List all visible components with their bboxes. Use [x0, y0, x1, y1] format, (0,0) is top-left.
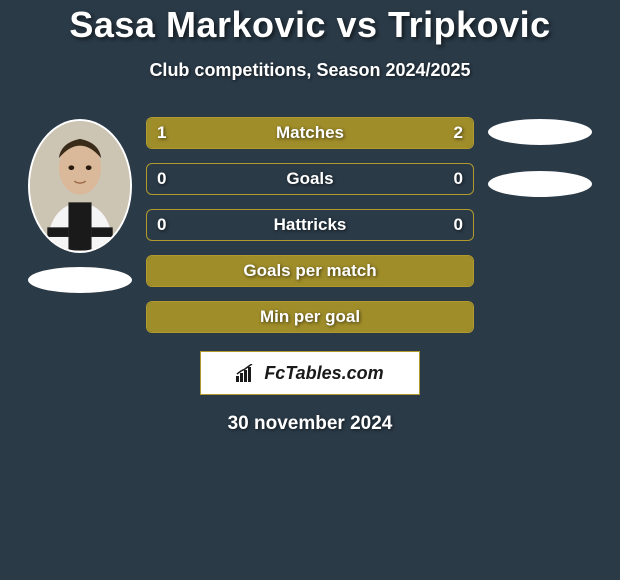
stat-label: Hattricks — [147, 210, 473, 240]
main-row: 12Matches00Goals00HattricksGoals per mat… — [0, 117, 620, 333]
bar-fill — [147, 256, 473, 286]
stat-label: Goals — [147, 164, 473, 194]
brand-text: FcTables.com — [264, 363, 383, 384]
stat-bar: 12Matches — [146, 117, 474, 149]
stat-value-right: 0 — [454, 210, 463, 240]
stat-value-left: 0 — [157, 210, 166, 240]
brand-badge[interactable]: FcTables.com — [200, 351, 420, 395]
player-right-name-oval — [488, 171, 592, 197]
date-label: 30 november 2024 — [0, 413, 620, 435]
stat-value-left: 1 — [157, 118, 166, 148]
bar-fill-right — [255, 118, 473, 148]
player-right-avatar-oval — [488, 119, 592, 145]
stat-bar: Goals per match — [146, 255, 474, 287]
stat-bar: 0 0Hattricks — [146, 209, 474, 241]
player-left-name-oval — [28, 267, 132, 293]
subtitle: Club competitions, Season 2024/2025 — [0, 60, 620, 81]
stat-value-right: 2 — [454, 118, 463, 148]
stat-value-left: 0 — [157, 164, 166, 194]
avatar-photo-icon — [30, 121, 130, 251]
stat-bar: 0 0Goals — [146, 163, 474, 195]
chart-bars-icon — [236, 364, 258, 382]
stat-bar: Min per goal — [146, 301, 474, 333]
comparison-card: Sasa Markovic vs Tripkovic Club competit… — [0, 0, 620, 435]
player-left-column — [20, 117, 140, 293]
bar-fill — [147, 302, 473, 332]
player-right-column — [480, 117, 600, 197]
page-title: Sasa Markovic vs Tripkovic — [0, 4, 620, 46]
stat-value-right: 0 — [454, 164, 463, 194]
player-left-avatar — [28, 119, 132, 253]
stat-bars: 12Matches00Goals00HattricksGoals per mat… — [140, 117, 480, 333]
